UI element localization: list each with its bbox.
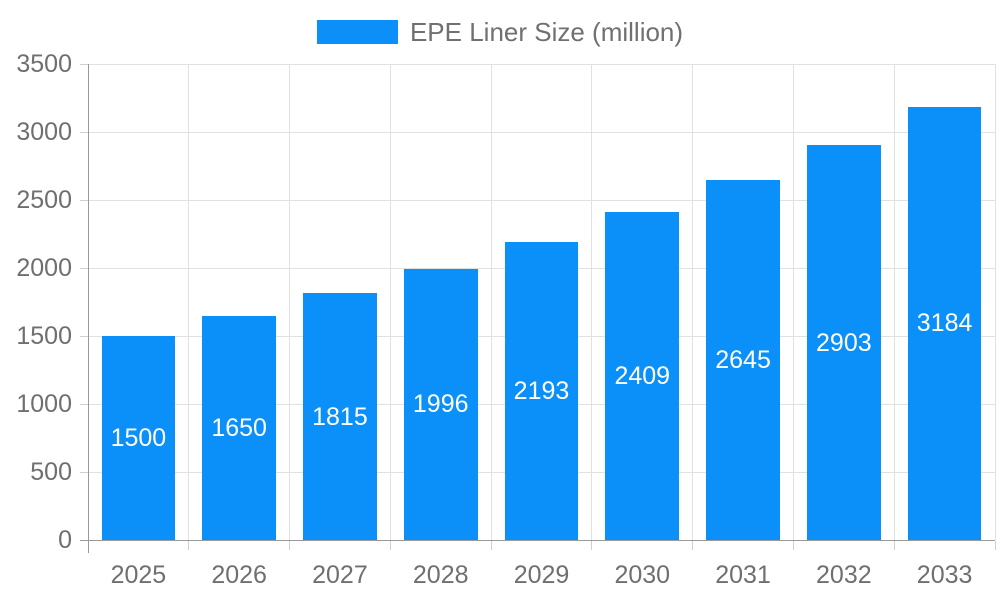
x-axis-tick	[792, 541, 794, 550]
x-axis-tick	[692, 541, 694, 550]
gridline-v	[490, 64, 492, 540]
y-axis-tick	[80, 199, 88, 201]
bar-value-label: 2409	[614, 362, 671, 391]
bar[interactable]	[605, 212, 680, 540]
gridline-v	[994, 64, 996, 540]
gridline-v	[692, 64, 694, 540]
bar[interactable]	[907, 106, 982, 540]
x-axis-tick	[389, 541, 391, 550]
y-axis-tick	[80, 335, 88, 337]
x-axis-tick	[490, 541, 492, 550]
bar[interactable]	[807, 145, 881, 540]
bar-value-label: 2193	[513, 376, 570, 405]
y-tick-label: 2000	[16, 254, 72, 282]
y-tick-label: 2500	[16, 186, 72, 214]
y-tick-label: 3500	[16, 50, 72, 78]
bar-value-label: 2903	[816, 328, 872, 357]
y-tick-label: 500	[30, 458, 72, 486]
bar[interactable]	[303, 293, 377, 540]
y-tick-label: 0	[58, 526, 72, 554]
x-tick-label: 2027	[312, 561, 368, 589]
bar-value-label: 1996	[412, 390, 469, 419]
x-tick-label: 2025	[110, 561, 167, 589]
legend-label[interactable]: EPE Liner Size (million)	[409, 17, 684, 47]
x-axis-line	[80, 539, 995, 541]
y-axis-tick	[80, 131, 88, 133]
gridline-v	[188, 64, 190, 540]
bar[interactable]	[403, 268, 478, 540]
y-tick-label: 1000	[16, 390, 72, 418]
bar[interactable]	[706, 180, 780, 540]
legend[interactable]: EPE Liner Size (million)	[0, 19, 1000, 45]
gridline-v	[792, 64, 794, 540]
y-axis-line	[87, 64, 89, 553]
y-axis-tick	[80, 403, 88, 405]
bar[interactable]	[504, 241, 579, 540]
x-tick-label: 2031	[715, 561, 771, 589]
x-tick-label: 2029	[513, 561, 570, 589]
gridline-v	[289, 64, 291, 540]
x-axis-tick	[289, 541, 291, 550]
y-axis-tick	[80, 63, 88, 65]
gridline-v	[591, 64, 593, 540]
gridline-v	[893, 64, 895, 540]
x-axis-tick	[893, 541, 895, 550]
gridline-h	[88, 199, 995, 201]
x-axis-tick	[188, 541, 190, 550]
x-tick-label: 2026	[211, 561, 267, 589]
bar[interactable]	[202, 315, 276, 540]
bar[interactable]	[101, 336, 176, 540]
bar-value-label: 3184	[916, 309, 973, 338]
gridline-h	[88, 131, 995, 133]
legend-swatch[interactable]	[316, 20, 398, 44]
y-tick-label: 1500	[16, 322, 72, 350]
x-tick-label: 2032	[816, 561, 872, 589]
x-tick-label: 2030	[614, 561, 671, 589]
bar-value-label: 2645	[715, 346, 771, 375]
x-tick-label: 2028	[412, 561, 469, 589]
y-tick-label: 3000	[16, 118, 72, 146]
bar-value-label: 1815	[312, 402, 368, 431]
gridline-h	[88, 63, 995, 65]
x-tick-label: 2033	[916, 561, 973, 589]
x-axis-tick	[994, 541, 996, 550]
y-axis-tick	[80, 267, 88, 269]
gridline-v	[389, 64, 391, 540]
bar-value-label: 1650	[211, 413, 267, 442]
bar-value-label: 1500	[110, 424, 167, 452]
x-axis-tick	[591, 541, 593, 550]
y-axis-tick	[80, 471, 88, 473]
